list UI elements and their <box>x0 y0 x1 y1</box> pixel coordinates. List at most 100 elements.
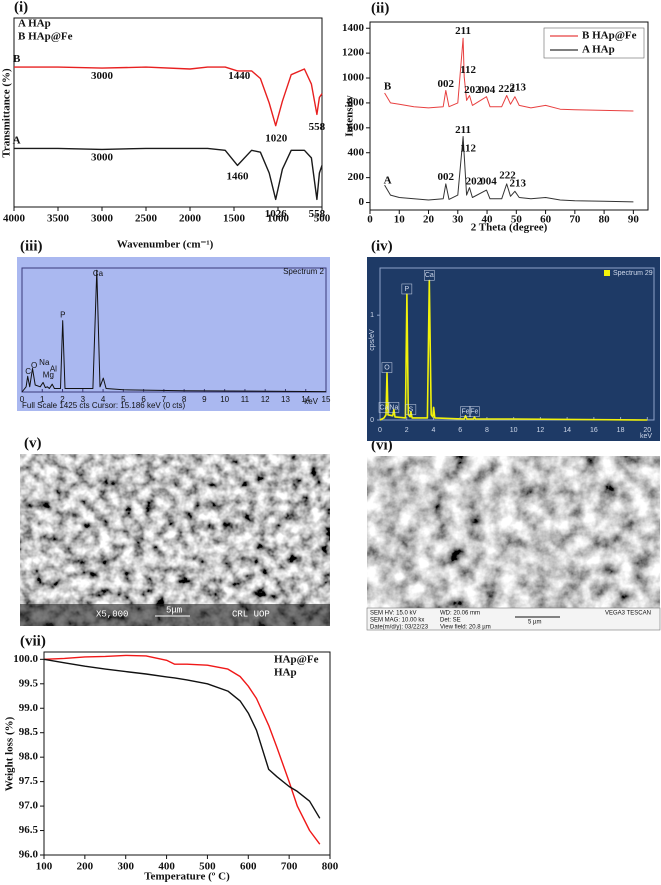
annotation: 558 <box>309 208 326 220</box>
legend-entry: A HAp <box>18 18 51 30</box>
annotation: B <box>384 80 392 92</box>
annotation: 112 <box>460 64 476 76</box>
legend-box <box>543 27 645 59</box>
sem-label: WD: 20.06 mm <box>440 611 480 617</box>
x-tick-label: 100 <box>36 861 53 873</box>
annotation: Ca <box>425 272 434 279</box>
annotation: O <box>31 361 37 370</box>
y-tick-label: 400 <box>348 146 365 158</box>
annotation-box <box>388 402 400 413</box>
legend-entry: HAp@Fe <box>274 654 319 666</box>
annotation: S <box>409 406 414 413</box>
legend-entry: A HAp <box>582 44 615 56</box>
annotation-box <box>381 362 393 373</box>
annotation: 202 <box>464 84 481 96</box>
annotation-box <box>469 406 480 417</box>
x-tick-label: 3000 <box>91 213 114 225</box>
x-tick-label: 11 <box>241 395 250 404</box>
x-tick-label: 3 <box>81 395 86 404</box>
annotation: A <box>384 174 392 186</box>
y-tick-label: 0 <box>359 196 365 208</box>
x-tick-label: 0 <box>378 427 382 434</box>
y-tick-label: 98.0 <box>19 751 39 763</box>
x-tick-label: 9 <box>202 395 207 404</box>
x-unit: keV <box>304 397 318 406</box>
plot-frame <box>379 267 655 421</box>
x-tick-label: 5 <box>121 395 126 404</box>
x-tick-label: 500 <box>199 861 216 873</box>
annotation: 1020 <box>265 132 288 144</box>
sem-image: X5,000 5μm CRL UOP <box>20 454 330 626</box>
x-tick-label: 16 <box>590 427 598 434</box>
info-bar <box>20 604 330 626</box>
series-line <box>14 147 323 201</box>
x-tick-label: 4000 <box>3 213 26 225</box>
sem-label: X5,000 <box>96 609 128 619</box>
series-line <box>384 136 634 203</box>
x-tick-label: 4 <box>432 427 436 434</box>
y-tick-label: 97.0 <box>19 800 39 812</box>
y-axis-label: Intensity <box>344 95 356 137</box>
chart: 0 2 4 6 8 10 12 14 16 18 20 0 1 cps/eV keV Spectrum 29 O… <box>367 257 660 441</box>
panel-background <box>17 257 330 411</box>
y-axis-label: Transmittance (%) <box>1 68 13 158</box>
series-line <box>14 66 323 127</box>
x-tick-label: 14 <box>563 427 571 434</box>
y-tick-label: 1000 <box>342 72 365 84</box>
chart: 100 200 300 400 500 600 700 800 96.0 96.5 97.0 97.5… <box>4 651 339 883</box>
chart: 4000 3500 3000 2500 2000 1500 1000 500 Wavenumbe… <box>1 17 331 251</box>
y-tick-label: 1200 <box>342 47 365 59</box>
annotation: 211 <box>455 124 471 136</box>
annotation: Al <box>50 364 57 373</box>
annotation: Na <box>389 404 398 411</box>
x-tick-label: 70 <box>569 214 581 226</box>
annotation: O <box>384 364 390 371</box>
annotation: 004 <box>479 84 496 96</box>
y-tick-label: 100.0 <box>13 653 38 665</box>
y-tick-label: 800 <box>348 96 365 108</box>
annotation: 1460 <box>227 170 250 182</box>
x-tick-label: 0 <box>367 214 373 226</box>
annotation: 1440 <box>228 70 251 82</box>
annotation: 004 <box>480 176 497 188</box>
x-tick-label: 0 <box>20 395 25 404</box>
x-tick-label: 10 <box>394 214 406 226</box>
annotation: P <box>60 311 65 320</box>
sem-label: CRL UOP <box>232 609 270 619</box>
x-tick-label: 2000 <box>179 213 202 225</box>
x-tick-label: 2500 <box>135 213 158 225</box>
annotation: 222 <box>498 83 515 95</box>
annotation: Na <box>39 358 50 367</box>
annotation: 1026 <box>265 208 288 220</box>
x-tick-label: 700 <box>281 861 298 873</box>
sem-label: VEGA3 TESCAN <box>605 611 651 617</box>
y-tick-label: 600 <box>348 121 365 133</box>
annotation: 3000 <box>91 151 114 163</box>
legend-entry: HAp <box>274 667 297 679</box>
panel-label: (i) <box>14 0 28 15</box>
annotation: 202 <box>466 176 483 188</box>
x-axis-label: Wavenumber (cm⁻¹) <box>117 239 214 251</box>
y-tick-label: 0 <box>370 417 374 424</box>
plot-frame <box>13 17 323 208</box>
plot-frame <box>369 21 649 211</box>
sem-label: View field: 20.8 µm <box>440 625 491 631</box>
annotation: 211 <box>455 25 471 37</box>
x-tick-label: 4 <box>101 395 106 404</box>
x-tick-label: 2 <box>405 427 409 434</box>
annotation: 222 <box>499 169 516 181</box>
x-tick-label: 30 <box>452 214 464 226</box>
x-tick-label: 40 <box>482 214 494 226</box>
y-tick-label: 1400 <box>342 22 365 34</box>
annotation: 112 <box>460 143 476 155</box>
x-tick-label: 18 <box>617 427 625 434</box>
annotation: Fe <box>461 408 469 415</box>
x-tick-label: 50 <box>511 214 523 226</box>
annotation-box <box>401 283 413 295</box>
y-tick-label: 96.0 <box>19 849 39 861</box>
annotation: B <box>13 53 21 65</box>
sem-texture <box>20 454 330 626</box>
panel-label: (vii) <box>20 633 46 649</box>
plot-frame <box>43 651 331 856</box>
x-tick-label: 600 <box>240 861 257 873</box>
